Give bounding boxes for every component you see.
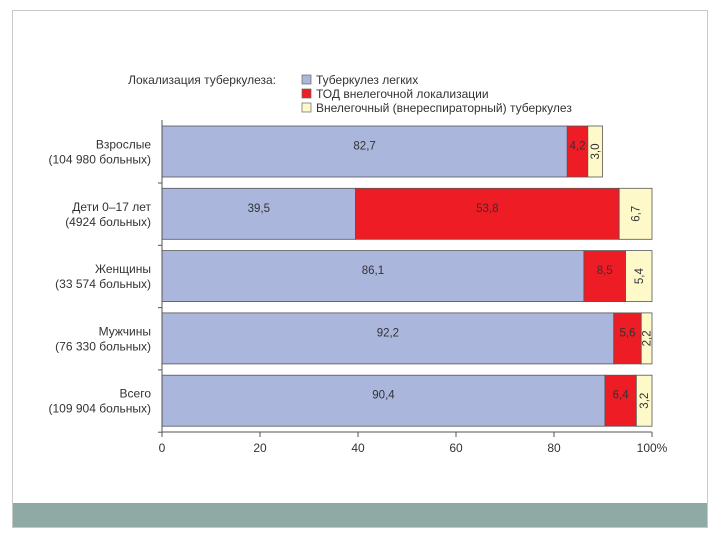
bar-segment-1-1 [161, 125, 568, 178]
category-label-1: Взрослые [96, 138, 151, 152]
legend-label-1: Туберкулез легких [316, 73, 418, 87]
data-label-2-1: 39,5 [248, 203, 270, 215]
category-label-5: Всего [120, 387, 152, 401]
x-axis: 0 20 40 60 80 100% [159, 120, 668, 455]
legend-swatch-2 [301, 88, 312, 99]
data-label-5-2: 6,4 [613, 390, 630, 402]
data-label-2-2: 53,8 [476, 203, 498, 215]
x-tick-label-1: 0 [159, 441, 166, 455]
data-label-5-3: 3,2 [639, 393, 651, 409]
category-sublabel-5: (109 904 больных) [49, 402, 152, 416]
bars-group: Взрослые(104 980 больных) 82,7 4,2 3,0 Дети … [49, 125, 654, 433]
bar-segment-3-2 [583, 250, 626, 303]
data-label-4-3: 2,2 [642, 330, 654, 346]
bar-segment-5-2 [604, 374, 637, 427]
bar-segment-4-2 [613, 312, 642, 365]
x-tick-label-5: 80 [547, 441, 561, 455]
data-label-3-3: 5,4 [634, 268, 646, 285]
bar-segment-4-3 [640, 312, 653, 365]
legend-label-2: ТОД внелегочной локализации [316, 87, 489, 101]
legend-swatch-3 [301, 102, 312, 113]
bar-segment-2-2 [355, 187, 620, 240]
data-label-2-3: 6,7 [631, 206, 643, 222]
legend-title: Локализация туберкулеза: [128, 73, 276, 87]
category-label-4: Мужчины [99, 324, 151, 338]
x-tick-label-4: 60 [449, 441, 463, 455]
category-sublabel-3: (33 574 больных) [55, 277, 151, 291]
category-sublabel-4: (76 330 больных) [55, 339, 151, 353]
bar-segment-1-3 [587, 125, 603, 178]
x-tick-label-6: 100% [637, 441, 668, 455]
bar-segment-2-3 [618, 187, 653, 240]
footer-bar [13, 503, 707, 527]
category-label-3: Женщины [95, 262, 151, 276]
data-label-1-1: 82,7 [353, 141, 375, 153]
bar-segment-5-1 [161, 374, 606, 427]
data-label-3-2: 8,5 [597, 265, 613, 277]
legend-swatch-1 [301, 74, 312, 85]
x-tick-label-2: 20 [253, 441, 267, 455]
bar-segment-5-3 [635, 374, 653, 427]
bar-segment-3-3 [625, 250, 653, 303]
category-sublabel-1: (104 980 больных) [49, 153, 152, 167]
data-label-3-1: 86,1 [362, 265, 384, 277]
bar-segment-3-1 [161, 250, 585, 303]
x-tick-label-3: 40 [351, 441, 365, 455]
bar-segment-4-1 [161, 312, 615, 365]
data-label-4-1: 92,2 [377, 327, 399, 339]
category-sublabel-2: (4924 больных) [65, 215, 151, 229]
data-label-4-2: 5,6 [620, 327, 636, 339]
data-label-5-1: 90,4 [372, 390, 395, 402]
legend-label-3: Внелегочный (внереспираторный) туберкуле… [316, 101, 572, 115]
category-label-2: Дети 0–17 лет [72, 200, 151, 214]
data-label-1-2: 4,2 [570, 141, 586, 153]
data-label-1-3: 3,0 [590, 144, 602, 160]
